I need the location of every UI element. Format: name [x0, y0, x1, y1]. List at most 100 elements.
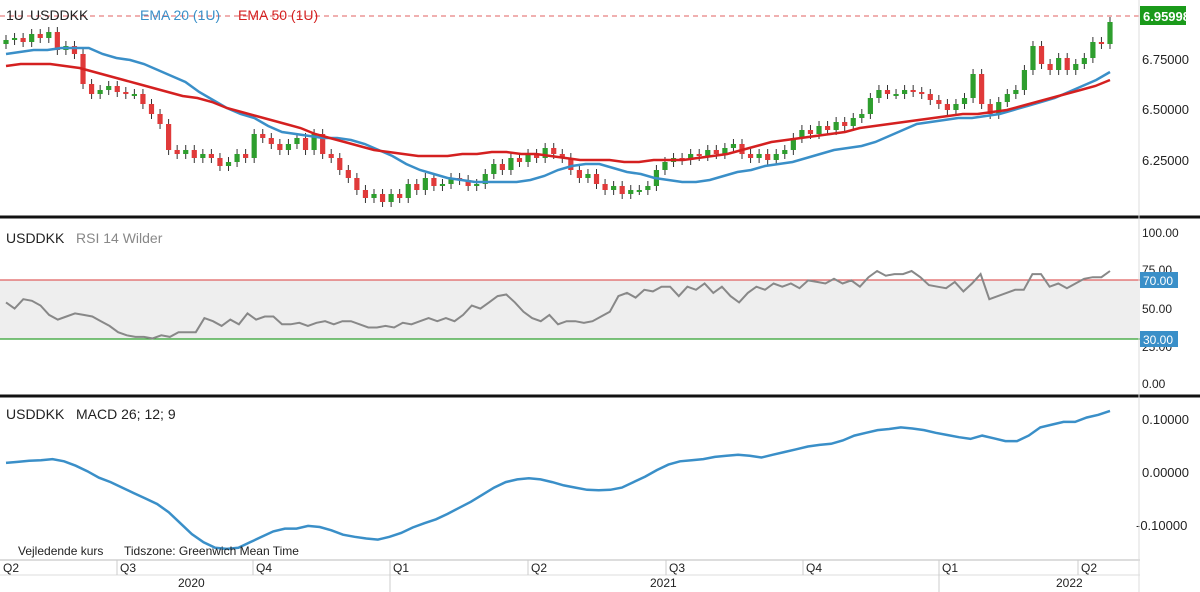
footer-timezone: Tidszone: Greenwich Mean Time	[124, 544, 299, 558]
macd-tick-2: 0.00000	[1142, 465, 1189, 480]
candle-body	[114, 86, 120, 92]
candle-body	[790, 138, 796, 150]
price-panel-bg	[0, 0, 1138, 215]
candle-body	[1038, 46, 1045, 64]
candle-body	[876, 90, 882, 98]
rsi-band	[0, 280, 1138, 339]
candles	[3, 17, 1113, 207]
macd-title: MACD 26; 12; 9	[76, 406, 176, 422]
candle-body	[405, 184, 411, 198]
candle-body	[302, 138, 309, 150]
candle-body	[936, 100, 942, 104]
candle-body	[542, 148, 548, 158]
candle-body	[979, 74, 985, 104]
rsi-tick-0: 0.00	[1142, 377, 1166, 391]
candle-body	[996, 102, 1002, 114]
candle-body	[816, 126, 822, 134]
price-panel: 1U USDDKK EMA 20 (1U) EMA 50 (1U) 6.7500…	[0, 0, 1190, 215]
candle-body	[525, 154, 531, 162]
candle-body	[559, 154, 565, 158]
candle-body	[448, 178, 454, 184]
candle-body	[508, 158, 514, 170]
macd-tick-3: -0.10000	[1136, 518, 1187, 533]
candle-body	[46, 32, 52, 38]
candle-body	[859, 114, 865, 118]
candle-body	[294, 138, 300, 144]
quarter-label-6: Q3	[669, 561, 685, 575]
candle-body	[688, 154, 694, 160]
quarter-label-4: Q1	[393, 561, 409, 575]
last-price-tag-bg	[1140, 6, 1186, 25]
candle-body	[328, 154, 334, 158]
candle-body	[29, 34, 35, 42]
quarter-label-7: Q4	[806, 561, 822, 575]
candle-body	[919, 92, 925, 94]
candle-body	[11, 38, 18, 40]
candle-body	[97, 90, 103, 94]
candle-body	[225, 162, 232, 166]
rsi-upper-tag-bg	[1140, 272, 1178, 288]
candle-body	[474, 184, 480, 186]
candle-body	[88, 84, 95, 94]
candle-body	[747, 154, 754, 158]
price-tick-2: 6.50000	[1142, 102, 1189, 117]
rsi-line	[5, 269, 1111, 340]
candle-body	[645, 186, 651, 190]
candle-body	[200, 154, 206, 158]
candle-body	[465, 180, 471, 186]
candle-body	[662, 162, 668, 170]
candle-body	[585, 174, 591, 178]
candle-body	[260, 134, 266, 138]
rsi-tick-50: 50.00	[1142, 302, 1172, 316]
time-axis: Q2 Q3 Q4 Q1 Q2 Q3 Q4 Q1 Q2 2020 2021 202…	[0, 559, 1140, 592]
candle-body	[54, 32, 60, 50]
candle-body	[268, 138, 274, 144]
candle-body	[174, 150, 180, 154]
candle-body	[944, 104, 950, 110]
candle-body	[824, 126, 831, 130]
quarter-label-3: Q4	[256, 561, 272, 575]
candle-body	[602, 184, 608, 190]
candle-body	[893, 94, 899, 96]
footer-note: Vejledende kurs	[18, 544, 103, 558]
candle-body	[499, 164, 505, 170]
candle-body	[833, 122, 839, 130]
candle-body	[551, 148, 557, 154]
year-label-2020: 2020	[178, 576, 205, 590]
quarter-label-5: Q2	[531, 561, 547, 575]
ema20-line	[5, 46, 1111, 184]
year-label-2021: 2021	[650, 576, 677, 590]
candle-body	[3, 40, 9, 44]
candle-body	[970, 74, 976, 98]
candle-body	[320, 134, 326, 154]
price-tick-3: 6.25000	[1142, 153, 1189, 168]
candle-body	[1021, 70, 1028, 90]
candle-body	[37, 34, 43, 38]
quarter-label-1: Q2	[3, 561, 19, 575]
candle-body	[1056, 58, 1062, 70]
candle-body	[277, 144, 283, 150]
candle-body	[131, 94, 137, 96]
candle-body	[516, 158, 523, 162]
candle-body	[208, 154, 214, 158]
candle-body	[414, 184, 420, 190]
candle-body	[217, 158, 223, 166]
candle-body	[705, 150, 711, 156]
ema50-legend: EMA 50 (1U)	[238, 7, 318, 23]
candle-body	[696, 154, 702, 156]
candle-body	[379, 194, 386, 202]
candle-body	[482, 174, 488, 184]
candle-body	[157, 114, 163, 124]
macd-line	[5, 409, 1111, 551]
candle-body	[148, 104, 155, 114]
candle-body	[422, 178, 428, 190]
price-tick-1: 6.75000	[1142, 52, 1189, 67]
candle-body	[987, 104, 993, 114]
interval-label: 1U	[6, 7, 24, 23]
candle-body	[166, 124, 172, 150]
candle-body	[371, 194, 377, 198]
candle-body	[1098, 42, 1105, 44]
candle-body	[756, 154, 762, 158]
candle-body	[251, 134, 257, 158]
